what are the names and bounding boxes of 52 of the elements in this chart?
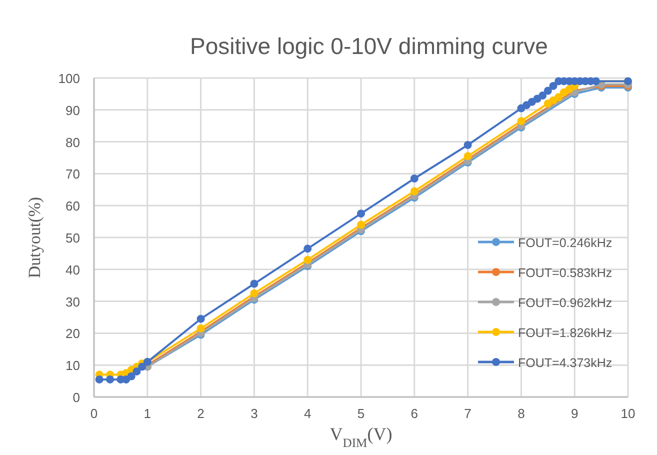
point (464, 152, 472, 160)
point (357, 210, 365, 218)
y-tick-label: 10 (66, 358, 80, 374)
point (127, 372, 136, 380)
x-tick-label: 8 (518, 406, 525, 421)
x-tick-label: 3 (250, 406, 258, 421)
chart-title: Positive logic 0-10V dimming curve (190, 33, 548, 59)
x-tick-label: 7 (464, 406, 472, 421)
point (410, 187, 418, 196)
y-tick-label: 20 (66, 326, 80, 342)
x-tick-label: 9 (570, 406, 578, 421)
x-tick-label: 4 (304, 406, 312, 421)
point (410, 174, 418, 182)
point (304, 256, 312, 264)
x-tick-label: 1 (144, 406, 152, 421)
point (250, 289, 258, 298)
y-tick-label: 100 (58, 71, 80, 86)
y-tick-label: 70 (66, 166, 80, 182)
x-tick-label: 10 (620, 406, 636, 421)
point (464, 140, 472, 149)
legend-label: FOUT=4.373kHz (518, 356, 612, 370)
y-tick-label: 80 (66, 134, 80, 150)
point (106, 375, 114, 384)
x-tick-label: 2 (197, 406, 204, 421)
legend-label: FOUT=1.826kHz (518, 326, 612, 340)
point (196, 314, 205, 323)
x-tick-label: 6 (410, 406, 418, 421)
y-axis-title: Dutyout(%) (25, 196, 44, 278)
point (95, 375, 104, 384)
y-tick-label: 90 (66, 102, 80, 118)
y-tick-label: 0 (72, 390, 80, 405)
legend-label: FOUT=0.583kHz (518, 266, 612, 280)
legend-label: FOUT=0.246kHz (518, 236, 612, 250)
point (250, 280, 258, 288)
point (554, 93, 563, 102)
x-tick-label: 5 (357, 406, 365, 421)
x-tick-label: 0 (90, 406, 98, 421)
point (538, 92, 547, 100)
point (517, 117, 526, 126)
point (196, 324, 205, 332)
point (138, 362, 146, 371)
y-tick-label: 50 (66, 230, 80, 246)
y-tick-label: 30 (66, 294, 80, 310)
x-axis-title: V$_{DIM}$(V) (330, 424, 392, 450)
y-tick-label: 40 (66, 262, 80, 278)
point (304, 244, 312, 253)
point (549, 82, 558, 90)
y-tick-label: 60 (66, 198, 80, 214)
legend-label: FOUT=0.962kHz (518, 296, 612, 310)
point (132, 367, 141, 376)
point (544, 86, 552, 95)
point (357, 220, 365, 229)
